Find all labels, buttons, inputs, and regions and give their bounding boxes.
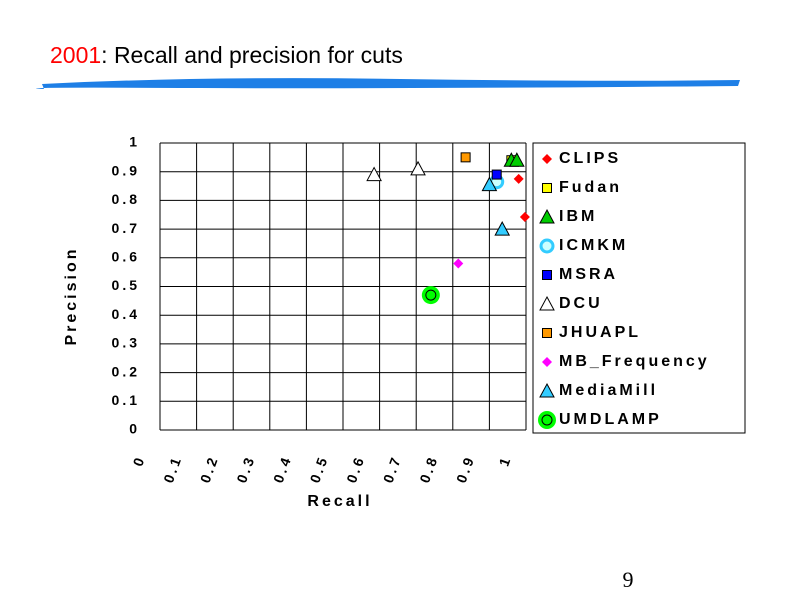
point-core: [541, 414, 553, 426]
y-axis-label: Precision: [63, 246, 80, 345]
point: [491, 169, 502, 180]
y-tick-label: 0.2: [112, 363, 140, 379]
title-underline: [36, 78, 741, 89]
x-tick-label: 0: [130, 453, 149, 469]
x-tick-label: 0.8: [416, 453, 441, 485]
point: [539, 238, 555, 254]
legend-label: MB_Frequency: [559, 353, 710, 370]
y-tick-label: 0.6: [112, 249, 140, 265]
title-year: 2001: [50, 42, 101, 68]
x-tick-label: 0.2: [197, 453, 222, 485]
legend-label: CLIPS: [559, 150, 621, 167]
legend-label: IBM: [559, 208, 597, 225]
point: [509, 152, 525, 167]
x-tick-label: 0.1: [160, 453, 185, 485]
y-tick-label: 0.3: [112, 335, 140, 351]
y-tick-label: 0.8: [112, 191, 140, 207]
point: [542, 183, 552, 193]
point: [494, 221, 511, 236]
point: [542, 328, 552, 338]
y-tick-label: 0.1: [112, 392, 140, 408]
point: [366, 166, 382, 182]
point: [519, 212, 530, 223]
legend-label: JHUAPL: [559, 324, 641, 341]
point: [538, 411, 556, 429]
y-tick-label: 0.9: [112, 162, 140, 178]
legend-label: Fudan: [559, 179, 622, 196]
legend-box: [532, 142, 746, 434]
x-tick-label: 0.6: [343, 453, 368, 485]
point-core: [425, 289, 437, 301]
point: [542, 154, 552, 164]
slide-title: 2001: Recall and precision for cuts: [50, 42, 403, 68]
point: [542, 270, 552, 280]
title-text: : Recall and precision for cuts: [101, 42, 403, 68]
y-tick-label: 0: [129, 421, 140, 437]
point: [542, 357, 552, 367]
legend-label: DCU: [559, 295, 603, 312]
x-tick-label: 0.5: [307, 453, 332, 485]
legend-label: UMDLAMP: [559, 411, 662, 428]
point: [421, 286, 440, 305]
point: [539, 208, 555, 224]
legend-label: ICMKM: [559, 237, 628, 254]
x-tick-label: 0.9: [453, 453, 478, 485]
point: [481, 176, 498, 192]
y-tick-label: 0.4: [112, 306, 140, 322]
x-tick-label: 0.4: [270, 453, 295, 485]
legend-label: MediaMill: [559, 382, 658, 399]
page-number: 9: [623, 567, 634, 592]
y-tick-label: 0.7: [112, 220, 140, 236]
x-tick-label: 0.3: [233, 453, 258, 485]
point: [410, 160, 426, 176]
x-tick-label: 0.7: [380, 453, 405, 485]
y-tick-label: 0.5: [112, 277, 140, 293]
y-tick-label: 1: [129, 134, 140, 150]
point: [460, 152, 471, 163]
x-tick-label: 1: [496, 453, 515, 469]
legend-label: MSRA: [559, 266, 618, 283]
x-axis-label: Recall: [307, 493, 372, 510]
point: [539, 382, 555, 398]
point: [453, 258, 464, 269]
point: [539, 295, 555, 311]
point: [513, 173, 524, 184]
